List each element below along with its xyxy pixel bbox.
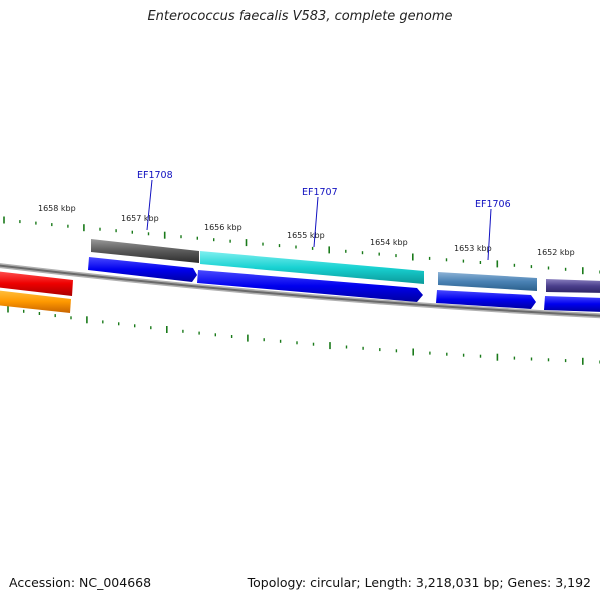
accession-text: Accession: NC_004668 — [9, 575, 152, 590]
cds-arrow-ef1708[interactable] — [88, 257, 197, 282]
cds-arrow-ef1707[interactable] — [197, 270, 423, 302]
kbp-label-1654: 1654 kbp — [370, 238, 408, 247]
feature-track-upper — [91, 239, 600, 293]
leader-ef1708 — [146, 179, 153, 231]
genome-backbone-shadow — [0, 264, 600, 317]
forward-strand-track — [88, 257, 600, 312]
kbp-label-1656: 1656 kbp — [204, 223, 242, 232]
kbp-label-1658: 1658 kbp — [38, 204, 76, 213]
gene-label-ef1708[interactable]: EF1708 — [137, 170, 173, 181]
kbp-label-1657: 1657 kbp — [121, 214, 159, 223]
gene-ef1708-bar[interactable] — [91, 239, 199, 263]
kbp-label-1653: 1653 kbp — [454, 244, 492, 253]
outer-tick-marks — [3, 216, 600, 275]
gene-label-ef1707[interactable]: EF1707 — [302, 187, 338, 198]
gene-label-ef1706[interactable]: EF1706 — [475, 199, 511, 210]
leader-ef1707 — [313, 196, 319, 248]
kbp-label-1655: 1655 kbp — [287, 231, 325, 240]
feature-orange-bar[interactable] — [0, 290, 71, 313]
gene-ef1707-bar[interactable] — [200, 251, 424, 284]
reverse-strand-track — [0, 271, 73, 313]
map-title: Enterococcus faecalis V583, complete gen… — [147, 9, 453, 24]
genome-stats-text: Topology: circular; Length: 3,218,031 bp… — [247, 575, 591, 590]
gene-partial-bar[interactable] — [546, 279, 600, 293]
cds-arrow-ef1706[interactable] — [436, 290, 536, 309]
feature-red-bar[interactable] — [0, 271, 73, 296]
leader-ef1706 — [487, 208, 492, 261]
inner-tick-marks — [7, 305, 600, 365]
cds-arrow-partial[interactable] — [544, 296, 600, 312]
kbp-label-1652: 1652 kbp — [537, 248, 575, 257]
gene-ef1706-bar[interactable] — [438, 272, 537, 291]
